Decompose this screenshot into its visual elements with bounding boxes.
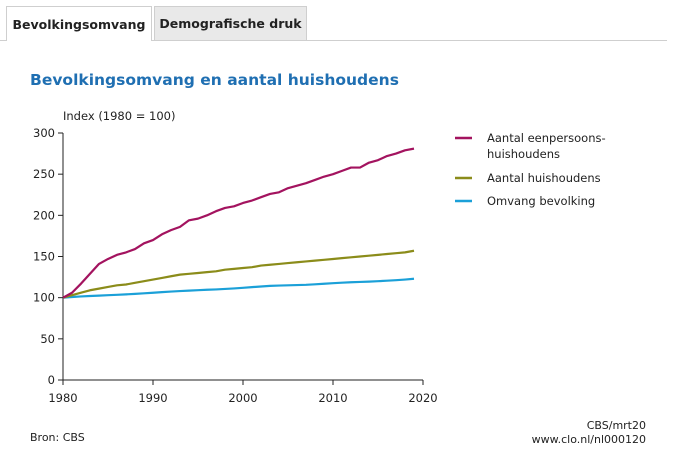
- legend-label: Aantal eenpersoons-: [487, 131, 606, 145]
- legend-label: Omvang bevolking: [487, 194, 595, 208]
- y-tick-label: 0: [48, 373, 55, 387]
- indicator-url: www.clo.nl/nl000120: [531, 433, 646, 446]
- y-tick-label: 100: [33, 291, 55, 305]
- series-line-aantal-eenpersoonshuishoudens: [62, 147, 415, 299]
- y-tick-label: 300: [33, 126, 55, 140]
- y-axis-label: Index (1980 = 100): [63, 109, 175, 123]
- series-line-aantal-huishoudens: [62, 249, 415, 299]
- publication-code: CBS/mrt20: [586, 419, 646, 432]
- footer-reference: CBS/mrt20 www.clo.nl/nl000120: [532, 419, 646, 447]
- series-line-omvang-bevolking: [62, 277, 415, 299]
- tab-bar: Bevolkingsomvang Demografische druk: [0, 0, 674, 41]
- legend-label: huishoudens: [487, 147, 560, 161]
- y-tick-label: 50: [40, 332, 55, 346]
- y-tick-label: 200: [33, 208, 55, 222]
- tab-bar-divider: [0, 40, 667, 41]
- x-tick-label: 2010: [318, 391, 347, 405]
- x-tick-label: 1980: [48, 391, 77, 405]
- source-label: Bron: CBS: [30, 431, 85, 444]
- tab-bevolkingsomvang[interactable]: Bevolkingsomvang: [6, 6, 152, 41]
- chart-title: Bevolkingsomvang en aantal huishoudens: [30, 71, 399, 89]
- y-tick-label: 150: [33, 250, 55, 264]
- x-tick-label: 2020: [408, 391, 437, 405]
- tab-demografische-druk[interactable]: Demografische druk: [154, 6, 307, 40]
- x-tick-label: 2000: [228, 391, 257, 405]
- y-tick-label: 250: [33, 167, 55, 181]
- legend-label: Aantal huishoudens: [487, 171, 601, 185]
- x-tick-label: 1990: [138, 391, 167, 405]
